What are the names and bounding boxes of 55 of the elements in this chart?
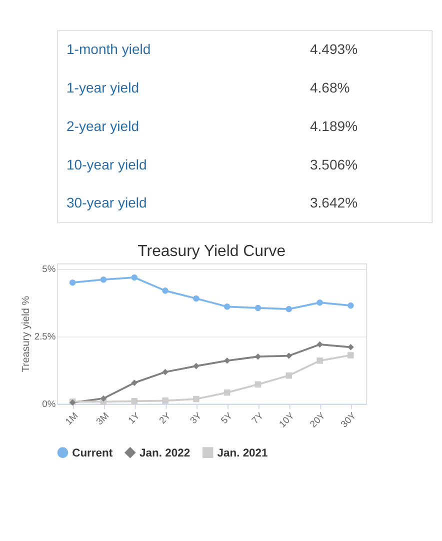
text: 4.189%	[310, 118, 358, 134]
x-tick-label: 1M	[63, 410, 80, 427]
legend-label: Jan. 2022	[140, 447, 190, 460]
point	[316, 299, 323, 306]
point	[224, 358, 230, 364]
text: 3.642%	[310, 194, 358, 211]
x-tick-label: 10Y	[277, 410, 297, 430]
point	[100, 276, 107, 283]
x-tick-label: 3M	[94, 410, 111, 427]
point	[224, 389, 230, 396]
point	[131, 398, 138, 404]
y-tick-label: 5%	[42, 264, 56, 274]
text: 3.506%	[310, 156, 358, 172]
point	[286, 306, 292, 312]
text: 1-year yield	[66, 80, 140, 96]
y-tick-label: 2.5%	[34, 332, 56, 342]
point	[100, 395, 107, 402]
text: 1-month yield	[66, 41, 151, 58]
x-tick-label: 30Y	[339, 410, 358, 430]
point	[162, 288, 168, 294]
point	[193, 362, 200, 370]
point	[162, 397, 168, 404]
text: 30-year yield	[66, 194, 147, 211]
x-tick-label: 1Y	[126, 410, 142, 426]
chart-title: Treasury Yield Curve	[138, 242, 286, 260]
point	[254, 353, 262, 360]
point	[316, 341, 323, 348]
x-tick-label: 2Y	[157, 410, 173, 426]
point	[193, 295, 200, 302]
point	[254, 304, 262, 312]
point	[69, 279, 76, 286]
text: 4.493%	[310, 41, 358, 58]
point	[131, 380, 138, 386]
x-tick-label: 7Y	[250, 410, 266, 426]
text: 10-year yield	[66, 156, 147, 172]
x-tick-label: 20Y	[308, 410, 328, 430]
text: 2-year yield	[66, 118, 140, 134]
point	[193, 396, 200, 402]
legend-label: Jan. 2021	[217, 447, 268, 460]
point	[348, 352, 354, 358]
text: 4.68%	[310, 80, 350, 96]
point	[131, 274, 138, 281]
point	[224, 303, 230, 310]
y-axis-title: Treasury yield %	[20, 296, 32, 372]
point	[286, 352, 292, 359]
point	[316, 358, 323, 364]
point	[162, 368, 168, 376]
point	[348, 344, 354, 350]
point	[286, 372, 292, 379]
legend-label: Current	[72, 447, 113, 460]
x-tick-label: 5Y	[219, 410, 235, 426]
x-tick-label: 3Y	[188, 410, 204, 426]
point	[254, 381, 262, 388]
point	[348, 302, 354, 309]
y-tick-label: 0%	[42, 399, 56, 410]
